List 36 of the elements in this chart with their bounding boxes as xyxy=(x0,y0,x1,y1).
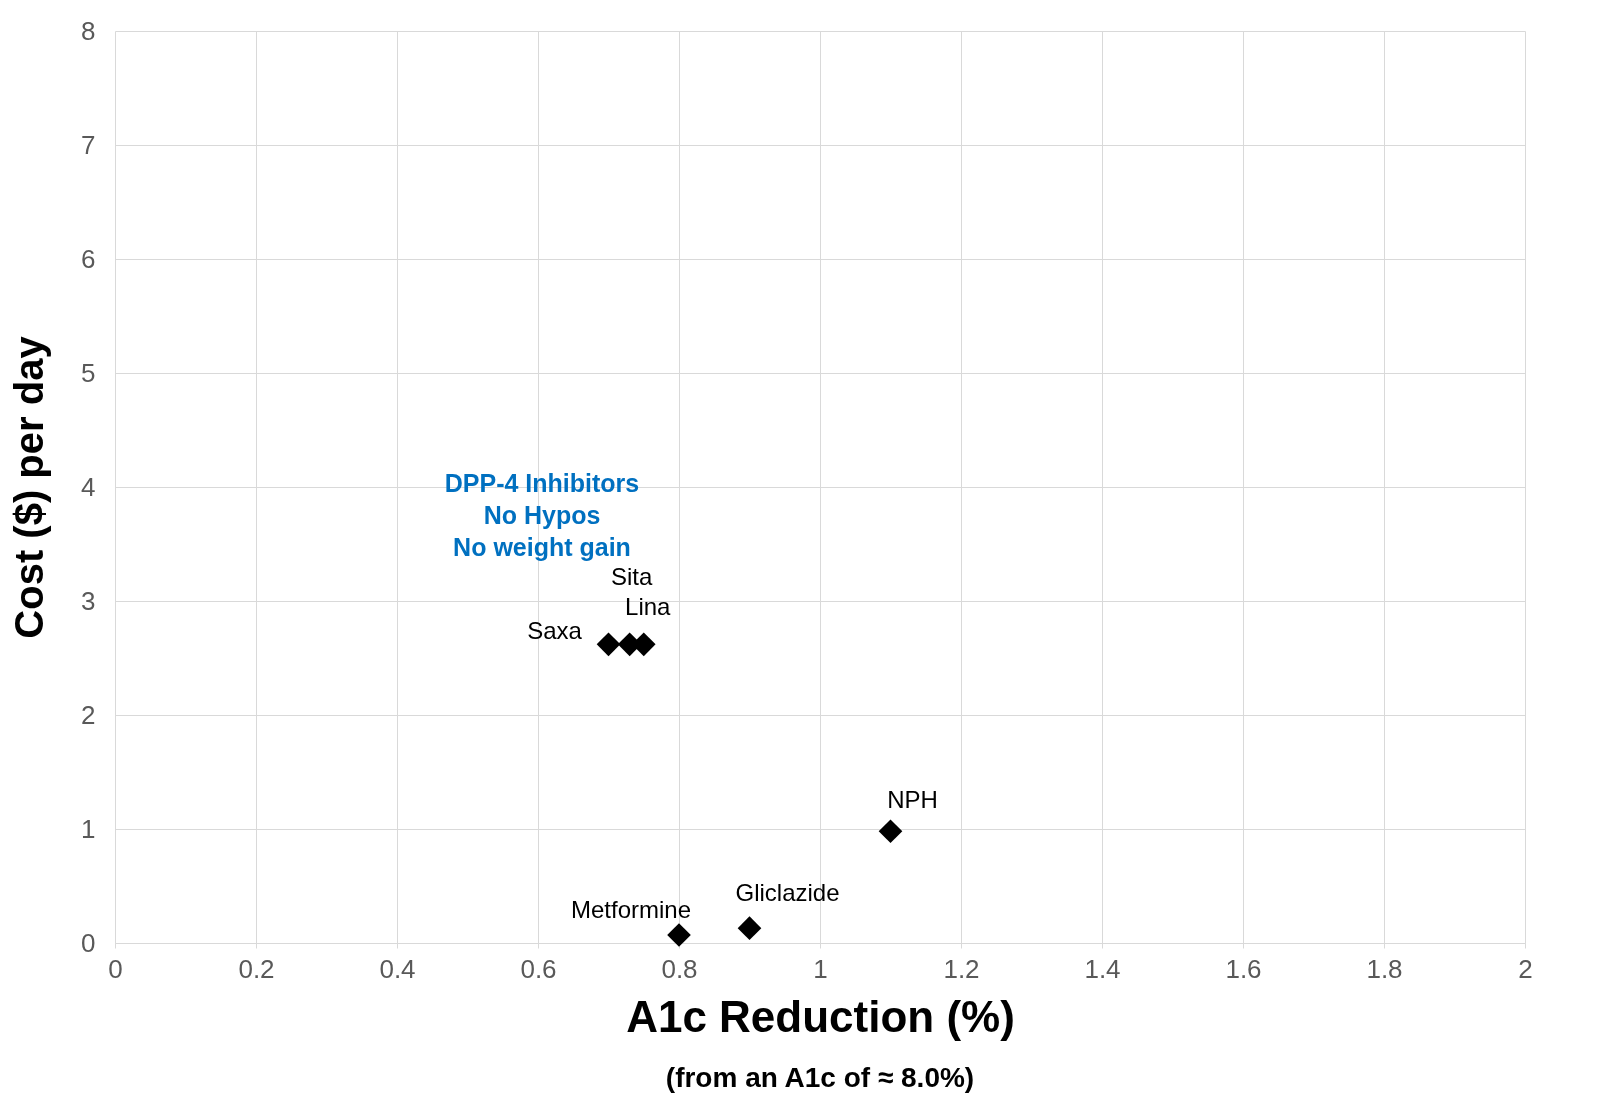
x-axis-title: A1c Reduction (%) xyxy=(626,991,1015,1041)
point xyxy=(737,916,762,941)
text: (from an A1c of ≈ 8.0%) xyxy=(665,1062,975,1093)
y-axis-title: Cost ($) per day xyxy=(7,335,52,639)
y-tick-label: 4 xyxy=(81,471,96,502)
point xyxy=(667,923,691,947)
series-label: Sita xyxy=(610,563,653,591)
x-tick-label: 1.2 xyxy=(943,953,980,984)
series-label: NPH xyxy=(887,786,938,814)
annotation: DPP-4 Inhibitors xyxy=(444,469,640,497)
x-tick-label: 0.4 xyxy=(379,953,416,984)
series-label: Metformine xyxy=(570,896,692,924)
x-tick-label: 0 xyxy=(108,953,123,984)
y-tick-label: 7 xyxy=(81,129,96,160)
x-tick-label: 0.6 xyxy=(520,953,557,984)
y-tick-label: 5 xyxy=(81,357,96,388)
x-tick-label: 0.8 xyxy=(661,953,698,984)
y-tick-label: 3 xyxy=(81,585,96,616)
x-tick-label: 1.4 xyxy=(1084,953,1121,984)
point xyxy=(596,632,621,657)
x-tick-label: 1 xyxy=(813,953,828,984)
annotation: No Hypos xyxy=(483,501,601,529)
x-tick-label: 2 xyxy=(1518,953,1533,984)
x-tick-label: 0.2 xyxy=(238,953,275,984)
annotation: No weight gain xyxy=(453,533,631,561)
y-tick-label: 0 xyxy=(81,927,96,958)
x-tick-label: 1.8 xyxy=(1366,953,1403,984)
series-label: Lina xyxy=(625,593,672,621)
y-tick-label: 8 xyxy=(81,15,96,46)
y-tick-label: 6 xyxy=(81,243,96,274)
y-tick-label: 2 xyxy=(81,699,96,730)
y-tick-label: 1 xyxy=(81,813,96,844)
series-label: Gliclazide xyxy=(735,879,840,907)
point xyxy=(878,819,903,844)
x-tick-label: 1.6 xyxy=(1225,953,1262,984)
series-label: Saxa xyxy=(527,617,583,645)
